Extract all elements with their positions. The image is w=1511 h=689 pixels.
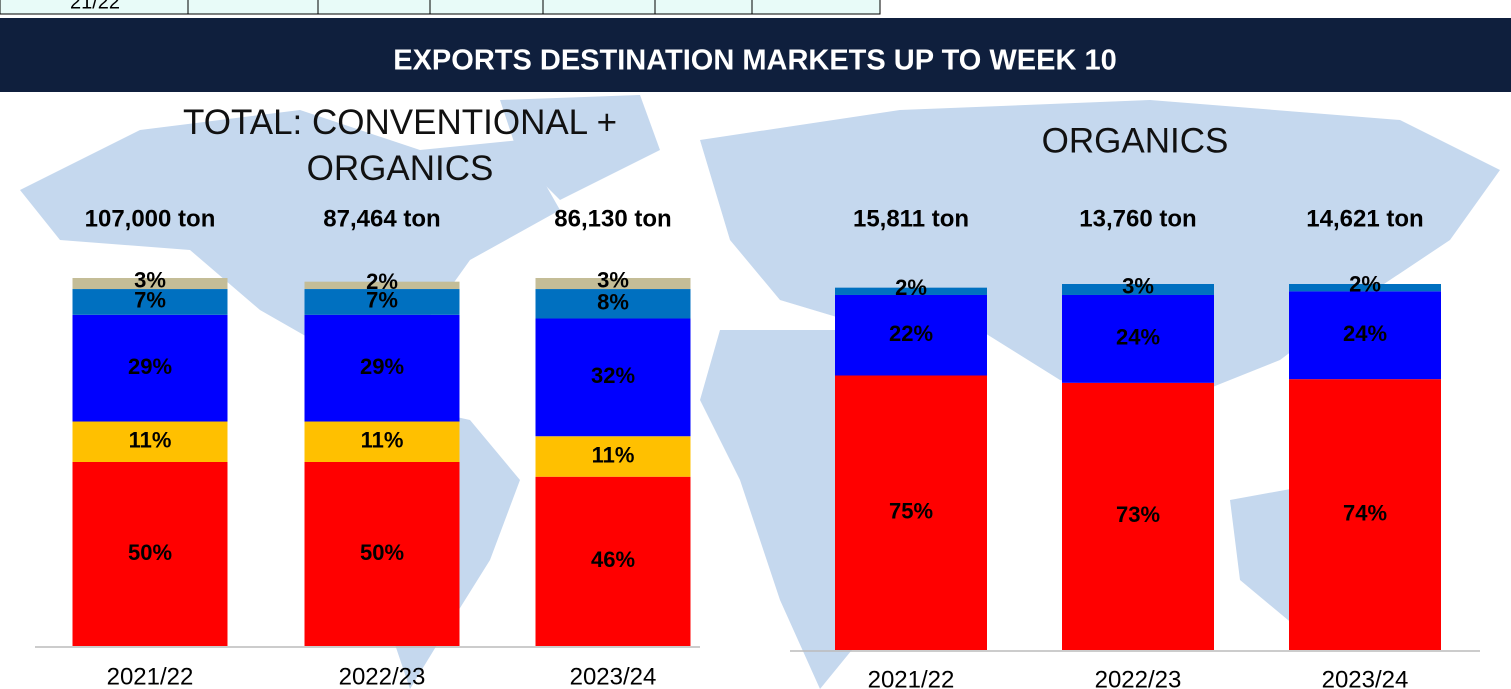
value-label: 74% [1343,500,1387,525]
value-label: 7% [366,288,398,313]
value-label: 2% [895,275,927,300]
bar-segment [72,278,228,290]
banner-bg [0,18,1511,92]
bar-segment [1289,284,1441,292]
chart-title: TOTAL: CONVENTIONAL + ORGANICS [182,103,618,188]
bar-segment [535,436,691,477]
value-label: 2% [1349,271,1381,296]
value-label: 24% [1343,321,1387,346]
bar-segment [835,294,987,376]
value-label: 3% [1122,273,1154,298]
bar-segment [304,421,460,462]
value-label: 32% [591,363,635,388]
bar-segment [72,314,228,422]
value-label: 7% [134,288,166,313]
total-label: 15,811 ton [853,205,969,232]
bar-segment [535,278,691,290]
total-label: 14,621 ton [1306,205,1423,232]
bar-segment [535,318,691,437]
value-label: 11% [592,442,635,467]
banner: EXPORTS DESTINATION MARKETS UP TO WEEK 1… [393,45,1117,77]
x-tick-label: 2022/23 [339,663,426,689]
value-label: 46% [591,547,635,572]
value-label: 11% [361,428,404,453]
x-tick-label: 2021/22 [868,666,955,689]
bar-segment [535,476,691,646]
total-label: 107,000 ton [85,205,216,232]
value-label: 3% [597,267,629,292]
x-tick-label: 2023/24 [1322,666,1409,689]
table-cell: 21/22 [70,0,120,13]
value-label: 24% [1116,325,1160,350]
value-label: 22% [889,321,933,346]
x-tick-label: 2021/22 [107,663,194,689]
value-label: 50% [128,540,172,565]
value-label: 3% [134,267,166,292]
bar-segment [1062,294,1214,383]
value-label: 73% [1116,502,1160,527]
bar-segment [72,289,228,315]
bar-segment [1289,291,1441,380]
x-tick-label: 2023/24 [570,663,657,689]
bar-segment [304,462,460,646]
bar-segment [535,289,691,319]
bar-segment [1289,379,1441,650]
bar-segment [304,289,460,315]
total-label: 87,464 ton [323,205,440,232]
bar-segment [72,462,228,646]
chart-title: ORGANICS [1042,121,1229,160]
bar-segment [304,281,460,290]
value-label: 29% [360,354,404,379]
bar-segment [304,314,460,422]
value-label: 75% [889,499,933,524]
value-label: 50% [360,540,404,565]
value-label: 2% [366,269,398,294]
bar-segment [835,287,987,295]
value-label: 11% [129,428,172,453]
x-tick-label: 2022/23 [1095,666,1182,689]
total-label: 13,760 ton [1079,205,1196,232]
bar-segment [835,375,987,650]
bar-segment [1062,382,1214,650]
value-label: 8% [597,290,629,315]
bar-segment [1062,284,1214,295]
table-row-bg [0,0,881,15]
total-label: 86,130 ton [554,205,671,232]
table-row: 21/22 [0,0,881,15]
title-box: TOTAL: CONVENTIONAL + ORGANICS [182,103,618,188]
bar-segment [72,421,228,462]
value-label: 29% [128,354,172,379]
